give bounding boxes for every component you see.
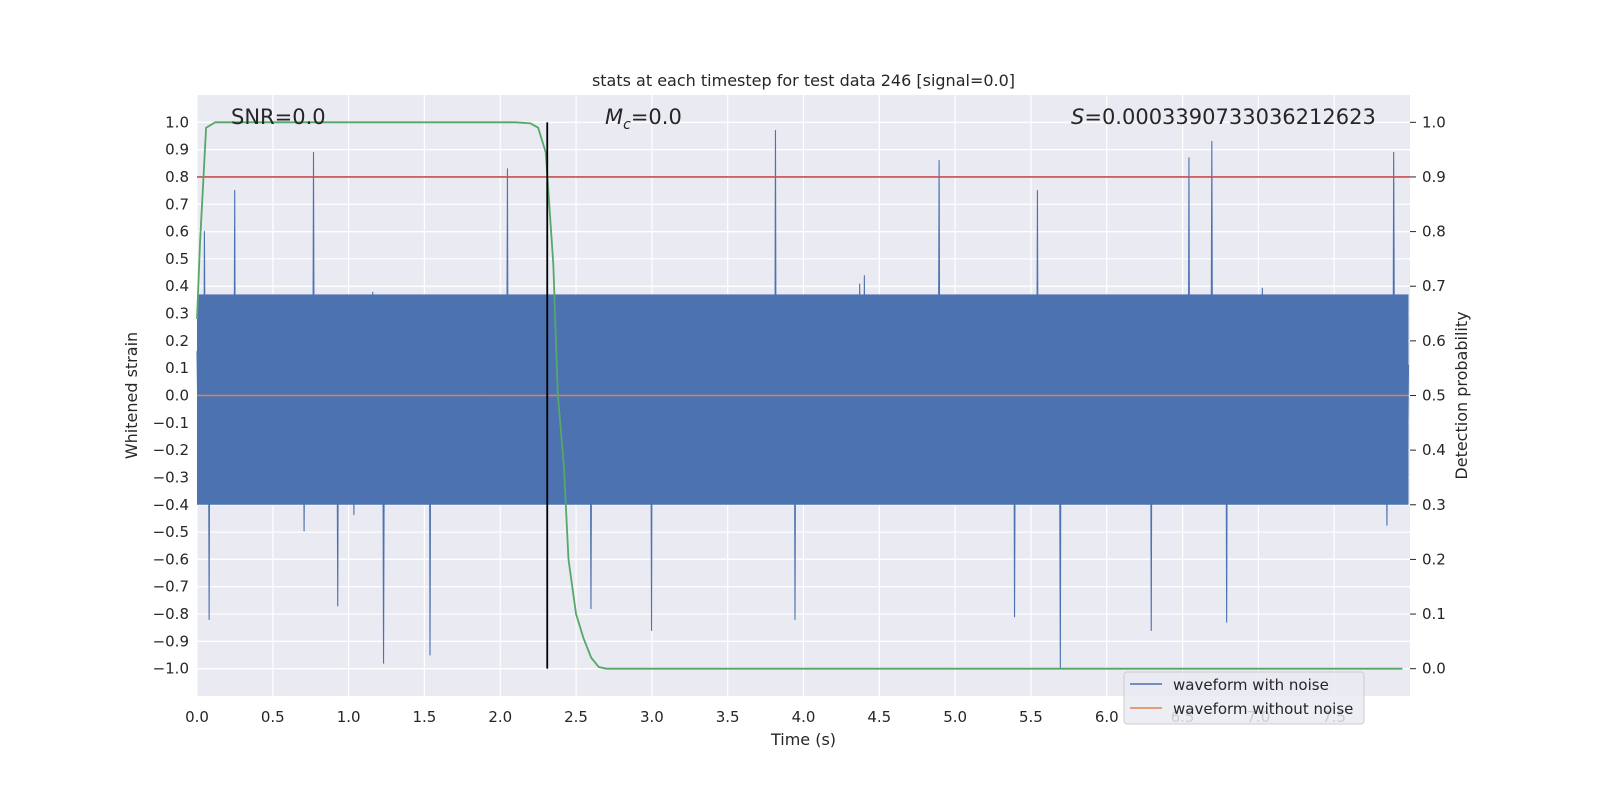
series-waveform-with-noise [196,129,1410,670]
detection-probability-line [196,121,1403,670]
y-axis-label-left: Whitened strain [122,332,141,459]
annotation-snr: SNR=0.0 [231,105,326,129]
x-tick-label: 1.0 [337,708,361,726]
y-left-tick-label: −0.1 [153,414,189,432]
y-left-tick-label: 1.0 [165,113,189,131]
y-right-tick-label: 0.0 [1422,660,1446,678]
y-right-tick-label: 0.6 [1422,332,1446,350]
y-left-tick-label: 0.6 [165,223,189,241]
annotation-s-value: =0.000339073303621262​3 [1084,105,1376,129]
annotation-s-symbol: S [1071,105,1084,129]
y-right-tick-label: 0.9 [1422,168,1446,186]
y-right-tick-label: 0.2 [1422,550,1446,568]
waveform-with-noise-line [196,129,1410,670]
x-tick-label: 3.0 [640,708,664,726]
y-left-tick-label: −0.6 [153,550,189,568]
y-left-tick-label: 0.3 [165,305,189,323]
chart-title: stats at each timestep for test data 246… [592,71,1015,90]
x-tick-label: 1.5 [413,708,437,726]
y-right-tick-label: 0.7 [1422,277,1446,295]
y-right-tick-label: 0.1 [1422,605,1446,623]
x-tick-label: 4.5 [867,708,891,726]
y-left-tick-label: −1.0 [153,660,189,678]
y-left-tick-label: −0.5 [153,523,189,541]
y-left-tick-label: 0.7 [165,195,189,213]
y-right-tick-label: 0.3 [1422,496,1446,514]
x-tick-label: 2.5 [564,708,588,726]
y-right-tick-label: 0.4 [1422,441,1446,459]
legend-box [1123,671,1365,725]
legend-label-waveform-with-noise: waveform with noise [1173,676,1329,694]
annotation-mc-symbol: M [605,105,623,129]
series-lines [196,121,1410,670]
x-tick-label: 3.5 [716,708,740,726]
annotation-mc-subscript: c [623,117,631,133]
x-tick-label: 0.5 [261,708,285,726]
x-tick-label: 5.5 [1019,708,1043,726]
y-right-tick-label: 0.5 [1422,387,1446,405]
annotation-mc-value: =0.0 [631,105,682,129]
legend: waveform with noise waveform without noi… [1123,671,1365,725]
y-left-tick-label: 0.9 [165,141,189,159]
y-left-tick-label: −0.2 [153,441,189,459]
y-left-tick-label: −0.4 [153,496,189,514]
y-left-tick-label: 0.5 [165,250,189,268]
x-tick-label: 0.0 [185,708,209,726]
y-left-tick-label: −0.7 [153,578,189,596]
axis-ticks: 0.00.51.01.52.02.53.03.54.04.55.05.56.06… [153,113,1446,726]
y-axis-label-right: Detection probability [1452,311,1471,479]
legend-label-waveform-without-noise: waveform without noise [1173,700,1353,718]
x-tick-label: 6.0 [1095,708,1119,726]
y-left-tick-label: 0.4 [165,277,189,295]
y-left-tick-label: −0.3 [153,468,189,486]
x-tick-label: 2.0 [488,708,512,726]
y-left-tick-label: 0.2 [165,332,189,350]
y-left-tick-label: −0.9 [153,632,189,650]
annotation-chirp-mass: Mc=0.0 [605,105,682,133]
y-right-tick-label: 1.0 [1422,113,1446,131]
y-left-tick-label: 0.1 [165,359,189,377]
annotation-s: S=0.000339073303621262​3 [1071,105,1376,129]
y-left-tick-label: 0.8 [165,168,189,186]
y-left-tick-label: −0.8 [153,605,189,623]
x-tick-label: 4.0 [792,708,816,726]
y-left-tick-label: 0.0 [165,387,189,405]
y-right-tick-label: 0.8 [1422,223,1446,241]
x-tick-label: 5.0 [943,708,967,726]
x-axis-label: Time (s) [770,730,836,749]
